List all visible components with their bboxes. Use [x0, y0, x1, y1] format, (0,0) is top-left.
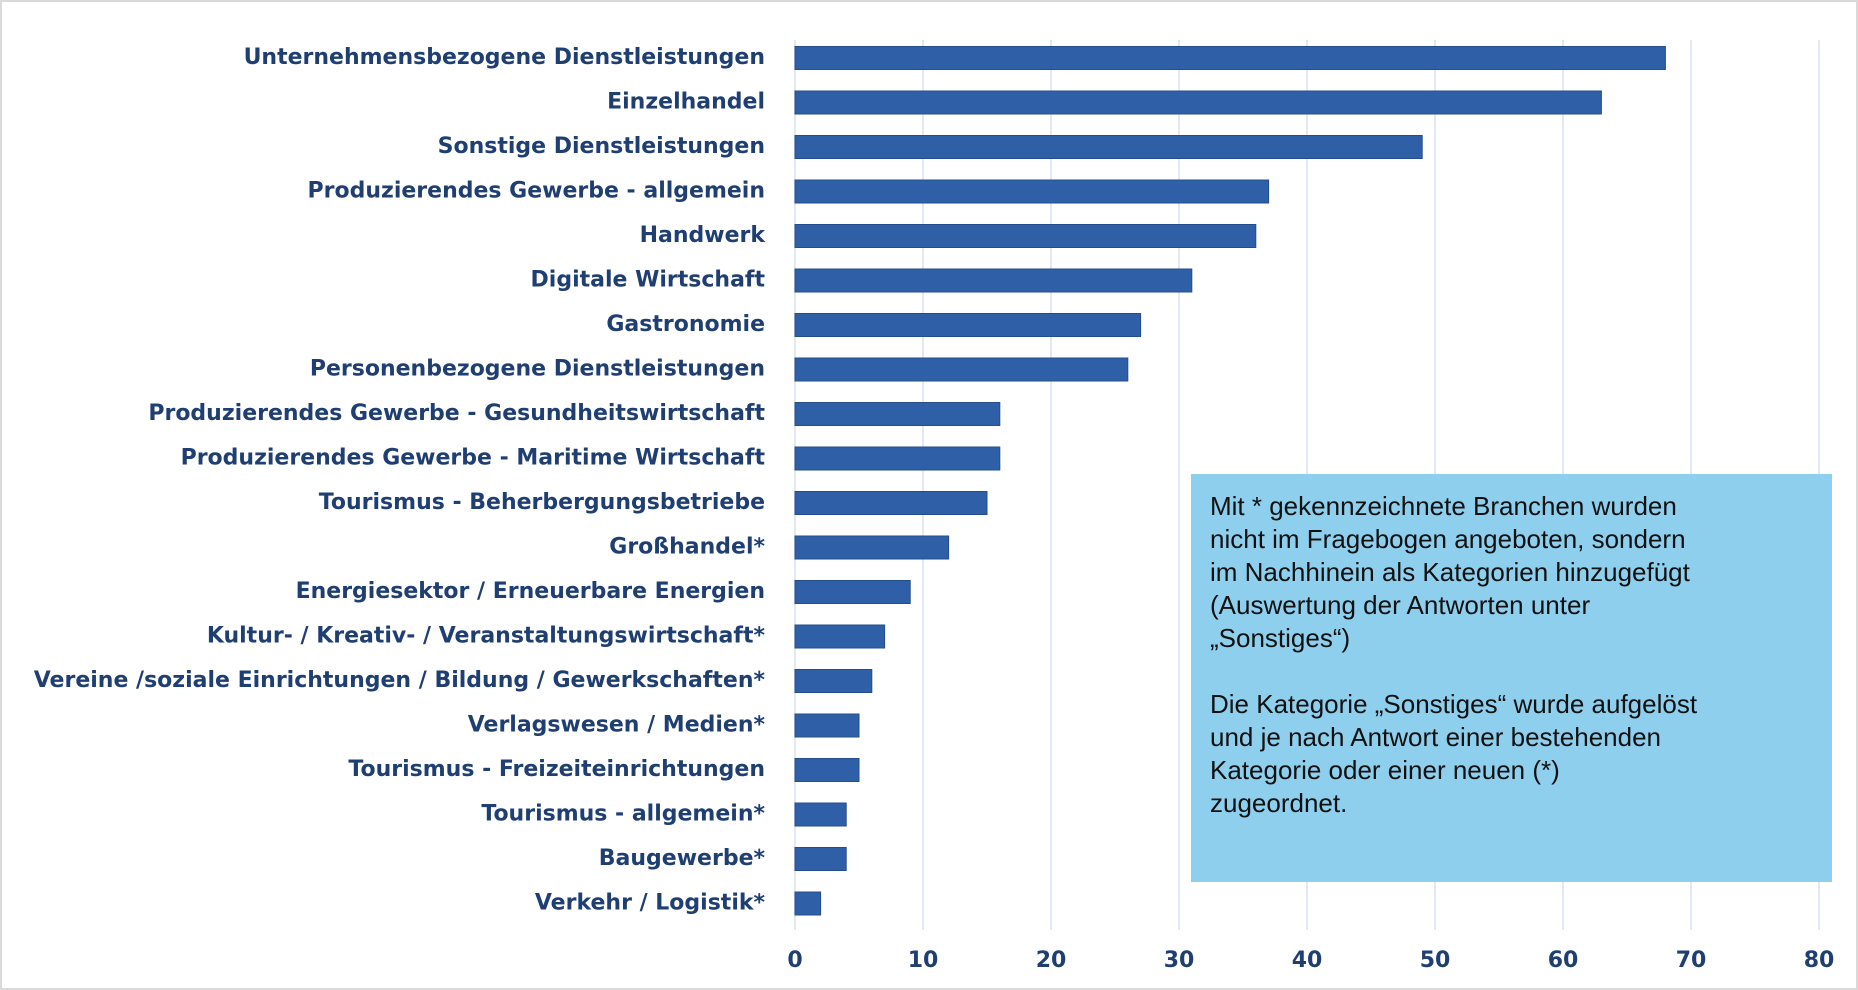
- bar: [794, 446, 1001, 471]
- bar: [794, 268, 1193, 293]
- x-tick-label: 30: [1164, 948, 1195, 973]
- y-tick-label: Baugewerbe*: [599, 846, 766, 871]
- bar: [794, 357, 1129, 382]
- annotation-text: zugeordnet.: [1210, 788, 1347, 818]
- y-tick-label: Vereine /soziale Einrichtungen / Bildung…: [34, 668, 766, 693]
- bar: [794, 402, 1001, 426]
- bar: [794, 90, 1602, 115]
- y-tick-label: Verlagswesen / Medien*: [468, 713, 766, 738]
- bar: [794, 535, 950, 560]
- y-tick-label: Produzierendes Gewerbe - Maritime Wirtsc…: [181, 446, 766, 471]
- annotation-text: (Auswertung der Antworten unter: [1210, 590, 1590, 620]
- x-tick-label: 20: [1036, 948, 1067, 973]
- bar: [794, 802, 847, 827]
- y-tick-label: Personenbezogene Dienstleistungen: [310, 357, 765, 382]
- bar: [794, 891, 822, 916]
- x-tick-label: 10: [908, 948, 939, 973]
- y-tick-label: Verkehr / Logistik*: [535, 891, 766, 916]
- annotation-text: Kategorie oder einer neuen (*): [1210, 755, 1560, 785]
- bar: [794, 669, 873, 693]
- y-tick-label: Sonstige Dienstleistungen: [438, 134, 765, 159]
- x-tick-label: 40: [1292, 948, 1323, 973]
- y-tick-label: Einzelhandel: [607, 90, 765, 115]
- bar: [794, 135, 1423, 159]
- y-tick-label: Tourismus - Beherbergungsbetriebe: [319, 490, 765, 515]
- bar: [794, 580, 911, 604]
- y-tick-label: Energiesektor / Erneuerbare Energien: [296, 579, 765, 604]
- bar: [794, 313, 1142, 337]
- y-tick-label: Digitale Wirtschaft: [531, 268, 766, 293]
- bar: [794, 179, 1270, 204]
- annotation-text: Die Kategorie „Sonstiges“ wurde aufgelös…: [1210, 689, 1698, 719]
- y-tick-label: Produzierendes Gewerbe - Gesundheitswirt…: [148, 401, 765, 426]
- y-tick-label: Großhandel*: [609, 535, 765, 560]
- x-tick-label: 60: [1548, 948, 1579, 973]
- x-tick-label: 0: [787, 948, 802, 973]
- bar: [794, 713, 860, 738]
- bar: [794, 46, 1666, 70]
- y-tick-label: Tourismus - Freizeiteinrichtungen: [348, 757, 765, 782]
- x-tick-label: 50: [1420, 948, 1451, 973]
- x-tick-label: 80: [1804, 948, 1835, 973]
- bar: [794, 847, 847, 871]
- y-tick-label: Unternehmensbezogene Dienstleistungen: [244, 45, 765, 70]
- y-tick-label: Gastronomie: [606, 312, 765, 337]
- y-tick-label: Handwerk: [640, 223, 767, 248]
- bar: [794, 224, 1257, 248]
- y-tick-label: Kultur- / Kreativ- / Veranstaltungswirts…: [207, 624, 766, 649]
- annotation-text: im Nachhinein als Kategorien hinzugefügt: [1210, 557, 1691, 587]
- bar: [794, 624, 886, 649]
- y-tick-label: Tourismus - allgemein*: [481, 802, 765, 827]
- y-tick-label: Produzierendes Gewerbe - allgemein: [308, 179, 765, 204]
- x-tick-label: 70: [1676, 948, 1707, 973]
- annotation-text: Mit * gekennzeichnete Branchen wurden: [1210, 491, 1677, 521]
- annotation-text: nicht im Fragebogen angeboten, sondern: [1210, 524, 1686, 554]
- bar: [794, 491, 988, 515]
- annotation-text: „Sonstiges“): [1210, 623, 1350, 653]
- annotation-box: [1191, 474, 1832, 882]
- bar: [794, 758, 860, 782]
- annotation-text: und je nach Antwort einer bestehenden: [1210, 722, 1661, 752]
